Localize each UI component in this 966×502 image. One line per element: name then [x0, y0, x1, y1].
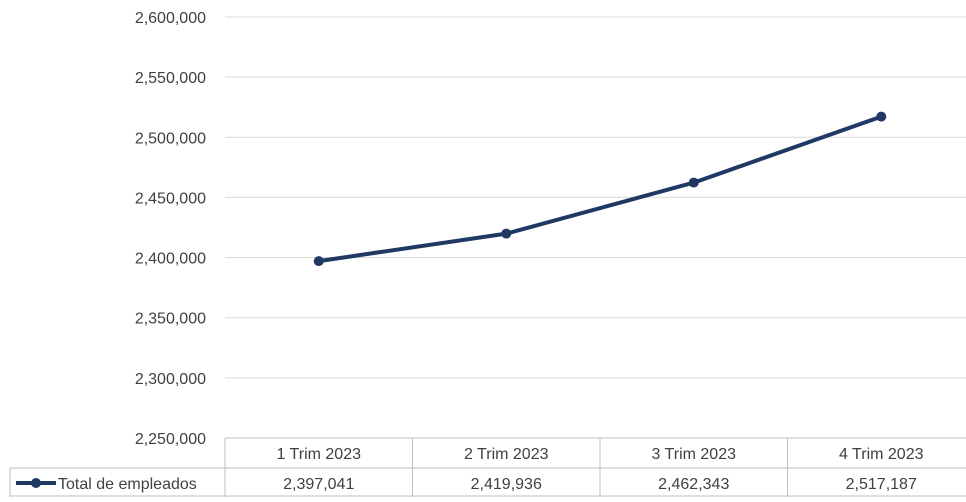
series-layer	[313, 111, 887, 267]
series-line	[318, 114, 882, 264]
x-category-label: 1 Trim 2023	[277, 446, 362, 463]
table-value-cell: 2,419,936	[471, 476, 542, 493]
table-value-cell: 2,462,343	[658, 476, 729, 493]
x-category-label: 4 Trim 2023	[839, 446, 924, 463]
x-category-label: 3 Trim 2023	[652, 446, 737, 463]
y-axis-tick-labels: 2,250,000 2,300,000 2,350,000 2,400,000 2,45…	[135, 10, 206, 448]
gridlines	[225, 16, 966, 379]
y-tick-label: 2,250,000	[135, 431, 206, 448]
data-point	[876, 111, 887, 122]
y-tick-label: 2,550,000	[135, 70, 206, 87]
legend-marker-swatch	[31, 478, 41, 488]
data-point	[688, 177, 699, 188]
legend-series-name: Total de empleados	[58, 476, 197, 493]
table-value-cell: 2,517,187	[846, 476, 917, 493]
x-category-label: 2 Trim 2023	[464, 446, 549, 463]
y-tick-label: 2,400,000	[135, 251, 206, 268]
y-tick-label: 2,450,000	[135, 190, 206, 207]
y-tick-label: 2,350,000	[135, 311, 206, 328]
y-tick-label: 2,300,000	[135, 371, 206, 388]
y-tick-label: 2,500,000	[135, 130, 206, 147]
data-point	[501, 228, 512, 239]
data-point	[313, 256, 324, 267]
table-value-cell: 2,397,041	[283, 476, 354, 493]
data-table: 1 Trim 2023 2 Trim 2023 3 Trim 2023 4 Trim …	[9, 437, 966, 497]
y-tick-label: 2,600,000	[135, 10, 206, 27]
